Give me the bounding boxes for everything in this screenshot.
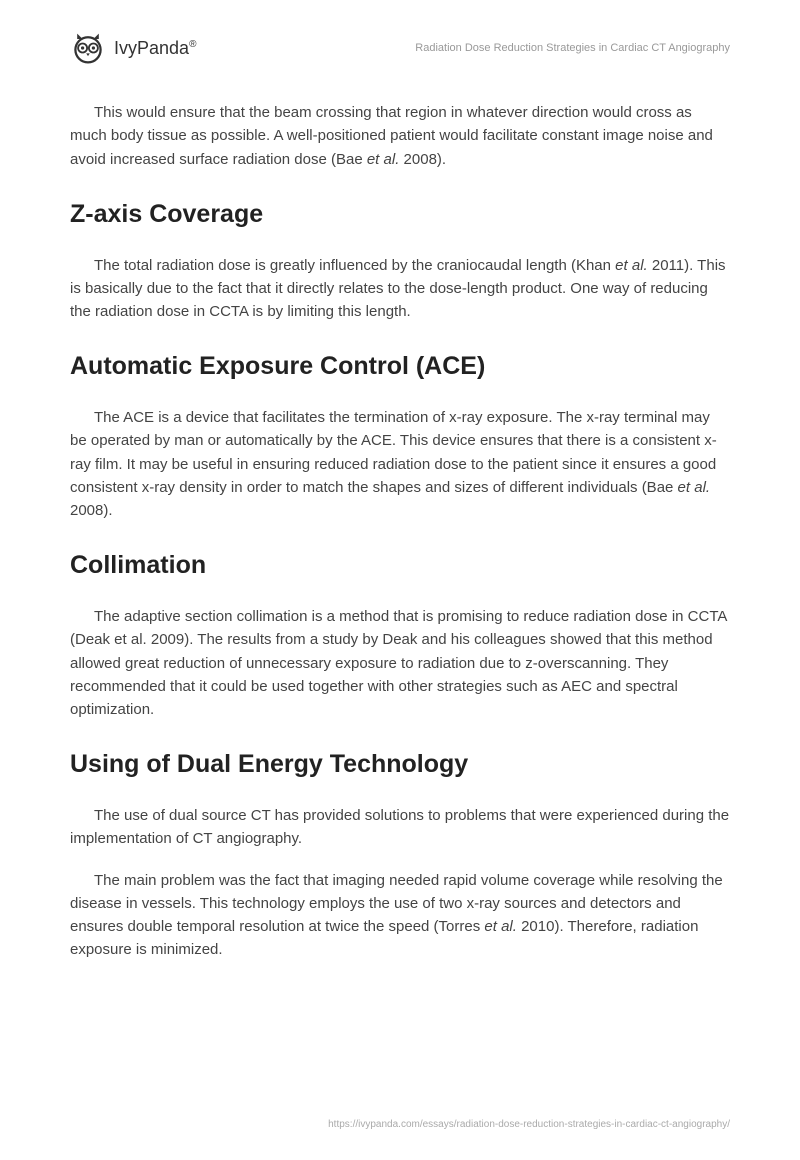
heading-ace: Automatic Exposure Control (ACE) <box>70 347 730 386</box>
owl-logo-icon <box>70 30 106 66</box>
heading-collimation: Collimation <box>70 546 730 585</box>
intro-paragraph: This would ensure that the beam crossing… <box>70 101 730 171</box>
paragraph-dual-energy-1: The use of dual source CT has provided s… <box>70 804 730 851</box>
header-page-title: Radiation Dose Reduction Strategies in C… <box>415 42 730 54</box>
registered-mark: ® <box>189 39 196 50</box>
heading-dual-energy: Using of Dual Energy Technology <box>70 745 730 784</box>
paragraph-collimation: The adaptive section collimation is a me… <box>70 605 730 721</box>
heading-z-axis: Z-axis Coverage <box>70 195 730 234</box>
logo-container: IvyPanda® <box>70 30 196 66</box>
paragraph-z-axis: The total radiation dose is greatly infl… <box>70 254 730 324</box>
paragraph-ace: The ACE is a device that facilitates the… <box>70 406 730 522</box>
paragraph-dual-energy-2: The main problem was the fact that imagi… <box>70 869 730 962</box>
footer-url: https://ivypanda.com/essays/radiation-do… <box>328 1119 730 1130</box>
brand-name: IvyPanda® <box>114 38 196 59</box>
document-content: This would ensure that the beam crossing… <box>70 101 730 962</box>
page-header: IvyPanda® Radiation Dose Reduction Strat… <box>70 30 730 66</box>
